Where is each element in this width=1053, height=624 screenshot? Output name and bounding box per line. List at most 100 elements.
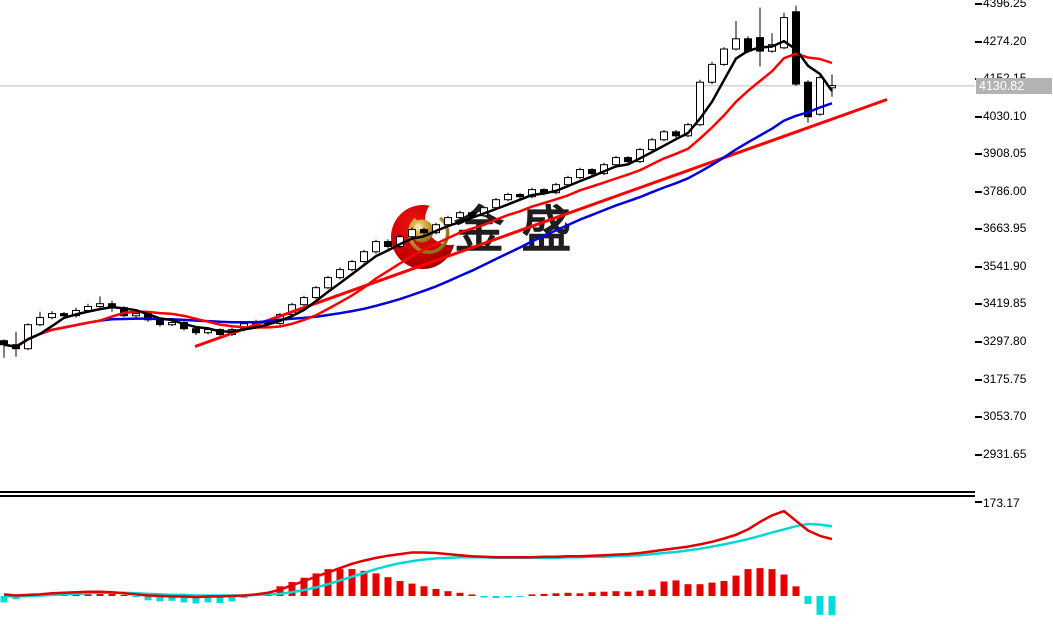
price-axis-tick-mark: [975, 190, 982, 193]
macd-histogram-bar: [540, 593, 548, 596]
price-axis-tick-label: 3419.85: [983, 296, 1027, 311]
candle-body: [456, 212, 464, 219]
macd-histogram-bar: [564, 592, 572, 596]
candle-body: [504, 194, 512, 201]
candle-body: [336, 269, 344, 279]
price-axis-tick-label: 3053.70: [983, 409, 1027, 424]
price-axis-tick-mark: [975, 115, 982, 118]
macd-histogram-bar: [528, 594, 536, 596]
candle-body: [468, 212, 476, 217]
candle-body: [780, 17, 788, 49]
candle-body: [96, 303, 104, 308]
candle-body: [408, 229, 416, 238]
candle-body: [168, 322, 176, 326]
candle-body: [660, 131, 668, 141]
candle-body: [384, 241, 392, 248]
candle-body: [756, 37, 764, 52]
price-axis-tick-label: 4030.10: [983, 108, 1027, 123]
macd-signal-line: [3, 522, 833, 598]
macd-histogram-bar: [792, 586, 800, 596]
price-axis-tick-mark: [975, 265, 982, 268]
price-axis-tick-label: 4396.25: [983, 0, 1027, 10]
macd-histogram-bar: [624, 591, 632, 596]
price-axis-tick-label: 3297.80: [983, 333, 1027, 348]
macd-histogram-bar: [204, 596, 212, 603]
price-axis-tick-label: 3175.75: [983, 371, 1027, 386]
candle-body: [564, 177, 572, 186]
candle-body: [816, 77, 824, 115]
macd-histogram-bar: [732, 575, 740, 596]
candle-body: [420, 229, 428, 234]
candle-body: [708, 63, 716, 83]
ma-mid-red: [3, 52, 833, 348]
macd-histogram-bar: [756, 568, 764, 596]
macd-histogram-bar: [276, 586, 284, 596]
price-axis-tick-mark: [975, 153, 982, 156]
macd-histogram-bar: [240, 596, 248, 599]
price-axis-tick-label: 2931.65: [983, 446, 1027, 461]
macd-histogram-bar: [192, 596, 200, 604]
macd-histogram-bar: [504, 596, 512, 598]
candle-body: [492, 199, 500, 209]
price-axis-tick-label: 3663.95: [983, 221, 1027, 236]
candle-body: [192, 328, 200, 334]
candle-body: [48, 313, 56, 319]
candle-body: [312, 287, 320, 299]
candle-body: [324, 277, 332, 289]
macd-histogram-bar: [120, 594, 128, 596]
macd-histogram-bar: [108, 593, 116, 596]
candle-body: [60, 313, 68, 317]
macd-histogram-bar: [492, 596, 500, 599]
macd-histogram-bar: [180, 596, 188, 603]
macd-histogram-bar: [816, 596, 824, 615]
macd-plot: [0, 509, 836, 616]
candle-body: [516, 194, 524, 198]
candle-body: [36, 317, 44, 326]
macd-histogram-bar: [684, 584, 692, 596]
price-chart-area[interactable]: 金 盛: [0, 0, 977, 493]
candle-body: [624, 157, 632, 163]
candle-body: [156, 319, 164, 326]
ma-slow-blue: [3, 102, 833, 348]
macd-histogram-bar: [144, 596, 152, 601]
macd-histogram-bar: [168, 596, 176, 601]
price-axis-tick-mark: [975, 228, 982, 231]
macd-histogram-bar: [672, 580, 680, 596]
macd-histogram-bar: [648, 589, 656, 596]
candle-body: [732, 38, 740, 50]
price-axis[interactable]: 4396.254274.204152.154030.103908.053786.…: [975, 0, 1053, 624]
candlestick-plot: [0, 5, 975, 358]
price-axis-tick-label: 4274.20: [983, 33, 1027, 48]
candle-body: [360, 251, 368, 262]
macd-axis-tick-label: 173.17: [983, 496, 1020, 510]
macd-line: [3, 509, 833, 599]
macd-histogram-bar: [576, 593, 584, 596]
macd-histogram-bar: [132, 596, 140, 598]
candlesticks: [0, 5, 836, 358]
candle-body: [372, 241, 380, 253]
macd-histogram-bar: [96, 592, 104, 596]
macd-histogram-bar: [312, 573, 320, 596]
trendline-red: [194, 98, 888, 348]
macd-histogram-bar: [300, 577, 308, 596]
macd-histogram-bar: [480, 596, 488, 598]
candle-body: [588, 169, 596, 175]
macd-histogram-bar: [612, 591, 620, 596]
macd-histogram-bar: [336, 569, 344, 596]
price-axis-tick-label: 3541.90: [983, 258, 1027, 273]
macd-histogram-bar: [744, 569, 752, 596]
macd-histogram-bar: [828, 596, 836, 616]
candle-body: [804, 81, 812, 118]
macd-histogram-bar: [708, 582, 716, 596]
candle-body: [696, 81, 704, 126]
macd-histogram-bar: [360, 570, 368, 596]
macd-histogram-bar: [384, 577, 392, 596]
candle-body: [528, 189, 536, 198]
macd-histogram-bar: [0, 596, 8, 603]
macd-histogram-bar: [432, 589, 440, 596]
macd-panel-area[interactable]: [0, 495, 977, 624]
macd-histogram-bar: [456, 592, 464, 596]
macd-histogram-bar: [600, 591, 608, 596]
macd-histogram-bar: [396, 581, 404, 596]
candle-body: [444, 217, 452, 226]
